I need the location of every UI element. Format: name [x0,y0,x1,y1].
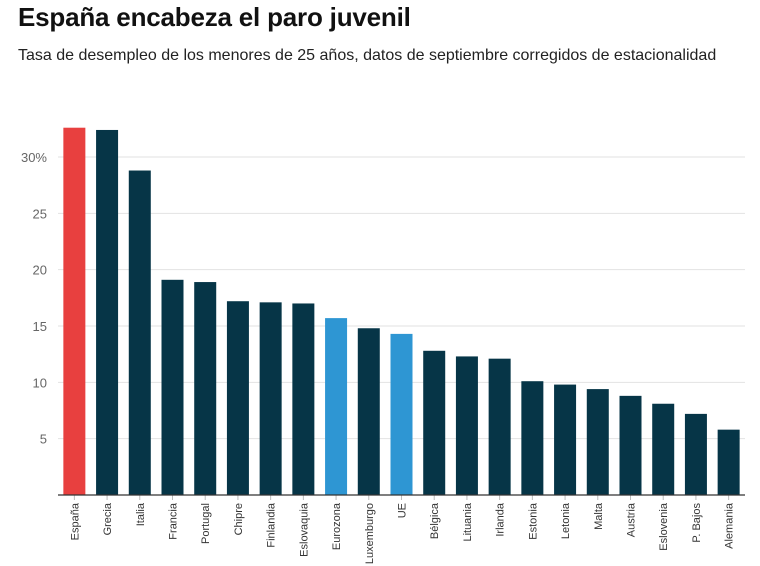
bar [259,302,282,495]
bar [554,384,577,495]
y-tick-label: 15 [33,319,47,334]
bar [488,358,511,495]
x-tick-label: P. Bajos [691,503,703,543]
x-tick-label: Lituania [462,502,474,541]
x-tick-labels: España Grecia Italia Francia Portugal Chipre F… [69,502,735,564]
x-tick-label: España [69,502,81,540]
bar [292,303,315,495]
y-tick-label: 25 [33,206,47,221]
x-tick-label: Irlanda [495,502,507,537]
bar [717,429,740,495]
x-tick-label: Eurozona [331,502,343,550]
bar [325,318,348,495]
bar [455,356,478,495]
x-tick-label: Portugal [200,503,212,544]
x-tick-label: Eslovaquia [298,502,310,557]
y-tick-label: 30% [21,150,47,165]
x-tick-label: Francia [168,502,180,540]
x-tick-label: Luxemburgo [364,503,376,564]
y-tick-label: 10 [33,375,47,390]
bar [684,413,707,495]
bar [128,170,151,495]
bars [63,127,740,500]
bar [357,328,380,495]
x-tick-label: Chipre [233,503,245,535]
y-tick-label: 20 [33,263,47,278]
x-tick-label: Letonia [560,502,572,539]
bar [226,301,249,495]
bar [423,350,446,495]
x-tick-label: Grecia [102,502,114,535]
y-tick-label: 5 [40,432,47,447]
bar [586,389,609,495]
x-tick-label: UE [397,503,409,518]
bar [652,403,675,495]
x-tick-label: Austria [626,502,638,537]
y-tick-labels: 5 10 15 20 25 30% [21,150,47,447]
bar [96,129,119,495]
x-tick-label: Eslovenia [658,502,670,551]
x-tick-label: Malta [593,502,605,530]
chart-subtitle: Tasa de desempleo de los menores de 25 a… [18,47,717,64]
x-tick-label: Finlandia [266,502,278,548]
bar [63,127,86,495]
x-tick-label: Bélgica [429,502,441,539]
bar [619,395,642,495]
bar [521,381,544,495]
x-tick-label: Estonia [527,502,539,540]
bar [390,333,413,495]
x-tick-label: Italia [135,502,147,526]
chart-title: España encabeza el paro juvenil [18,2,411,32]
bar [161,279,184,495]
x-tick-label: Alemania [724,502,736,549]
bar [194,282,217,495]
